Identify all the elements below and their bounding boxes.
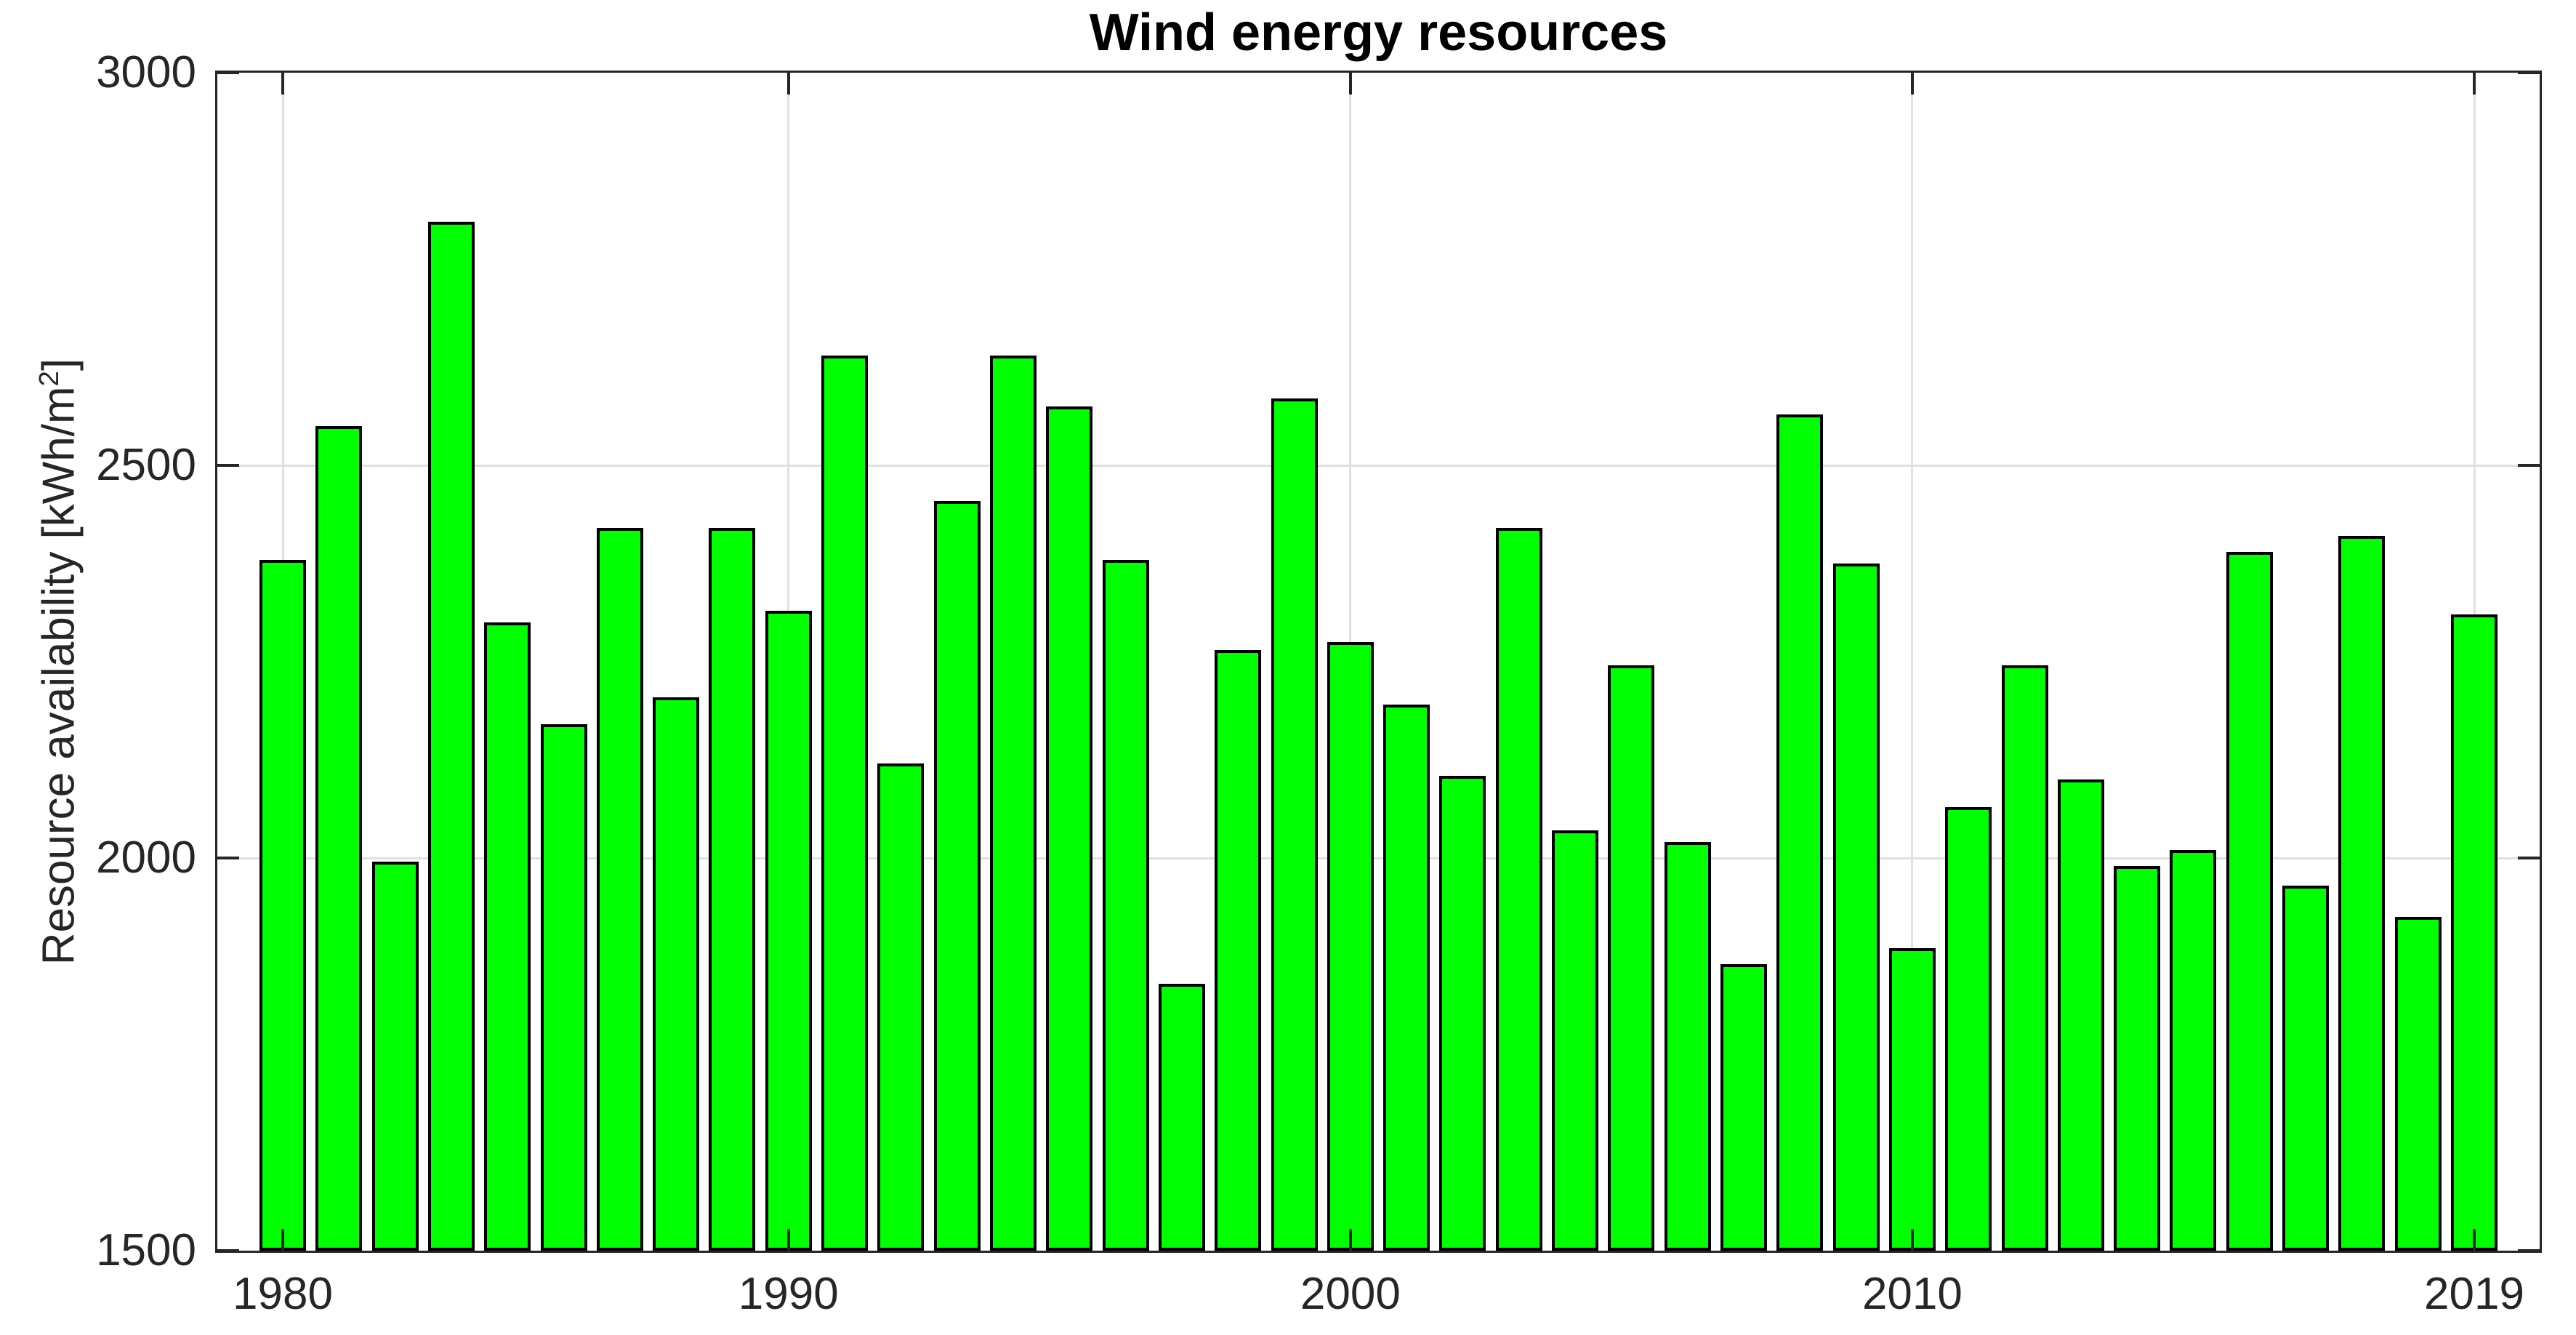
bar-2000 (1383, 705, 1430, 1251)
bar-2015 (2226, 551, 2273, 1251)
bar-1990 (821, 355, 869, 1251)
bar-1999 (1327, 642, 1374, 1251)
bar-1983 (427, 222, 475, 1251)
bar-2008 (1832, 564, 1880, 1251)
x-tick-label-2019: 2019 (2424, 1269, 2524, 1319)
y-axis-label-superscript: 2 (33, 370, 65, 387)
y-tick-left-2000 (217, 857, 239, 859)
bar-2007 (1776, 414, 1824, 1251)
x-tick-top-2010 (1910, 73, 1914, 95)
y-tick-label-2000: 2000 (96, 833, 196, 883)
bar-2013 (2114, 865, 2161, 1251)
y-axis-label-bracket: ] (33, 358, 84, 371)
bar-1980 (259, 559, 306, 1251)
bar-1994 (1046, 406, 1093, 1251)
bar-1986 (596, 528, 643, 1251)
y-tick-right-1500 (2518, 1249, 2540, 1252)
x-tick-bottom-2000 (1348, 1229, 1352, 1251)
bar-2004 (1608, 665, 1655, 1251)
bar-1981 (315, 426, 363, 1251)
bar-2009 (1888, 948, 1936, 1251)
x-tick-bottom-2019 (2473, 1229, 2476, 1251)
bar-2001 (1439, 775, 1486, 1251)
bar-1992 (933, 500, 981, 1251)
bar-2010 (1945, 806, 1992, 1251)
bar-1993 (990, 355, 1037, 1251)
bar-2017 (2338, 536, 2386, 1251)
bar-2005 (1664, 842, 1711, 1251)
x-tick-label-2000: 2000 (1300, 1269, 1401, 1319)
bar-2003 (1552, 830, 1599, 1251)
x-tick-top-2000 (1348, 73, 1352, 95)
bar-1982 (371, 862, 419, 1251)
bar-2011 (2001, 665, 2048, 1251)
y-tick-left-1500 (217, 1249, 239, 1252)
y-axis-label: Resource availability [kWh/m2] (20, 71, 84, 1253)
y-tick-label-2500: 2500 (96, 440, 196, 490)
y-tick-right-3000 (2518, 71, 2540, 74)
x-gridline-2010 (1911, 73, 1914, 1251)
bar-2018 (2394, 917, 2442, 1251)
bar-2016 (2282, 885, 2330, 1251)
y-tick-right-2500 (2518, 464, 2540, 467)
bar-1985 (540, 724, 587, 1251)
bar-1991 (877, 763, 925, 1251)
x-tick-bottom-1980 (281, 1229, 284, 1251)
x-tick-top-1990 (786, 73, 790, 95)
chart-title: Wind energy resources (1089, 4, 1668, 62)
x-tick-label-1980: 1980 (233, 1269, 333, 1319)
y-tick-label-1500: 1500 (96, 1225, 196, 1275)
y-tick-right-2000 (2518, 857, 2540, 859)
bar-2014 (2170, 850, 2217, 1251)
x-tick-label-2010: 2010 (1861, 1269, 1963, 1319)
bar-2002 (1495, 528, 1542, 1251)
x-tick-top-1980 (281, 73, 284, 95)
bar-1987 (653, 697, 700, 1251)
bar-1998 (1271, 398, 1318, 1251)
bar-1996 (1158, 983, 1205, 1251)
x-tick-label-1990: 1990 (738, 1269, 839, 1319)
bar-1984 (484, 622, 531, 1251)
bar-2012 (2057, 779, 2104, 1251)
y-tick-label-3000: 3000 (96, 47, 196, 97)
bar-1995 (1102, 559, 1149, 1251)
x-tick-bottom-2010 (1910, 1229, 1914, 1251)
y-tick-left-3000 (217, 71, 239, 74)
bar-1989 (765, 610, 812, 1251)
bar-1997 (1215, 649, 1262, 1251)
bar-1988 (709, 528, 756, 1251)
plot-area (215, 71, 2542, 1253)
y-gridline-2500 (217, 464, 2540, 467)
x-tick-bottom-1990 (786, 1229, 790, 1251)
bar-2006 (1720, 963, 1767, 1251)
y-gridline-2000 (217, 857, 2540, 859)
x-tick-top-2019 (2473, 73, 2476, 95)
y-tick-left-2500 (217, 464, 239, 467)
bar-2019 (2451, 614, 2497, 1251)
